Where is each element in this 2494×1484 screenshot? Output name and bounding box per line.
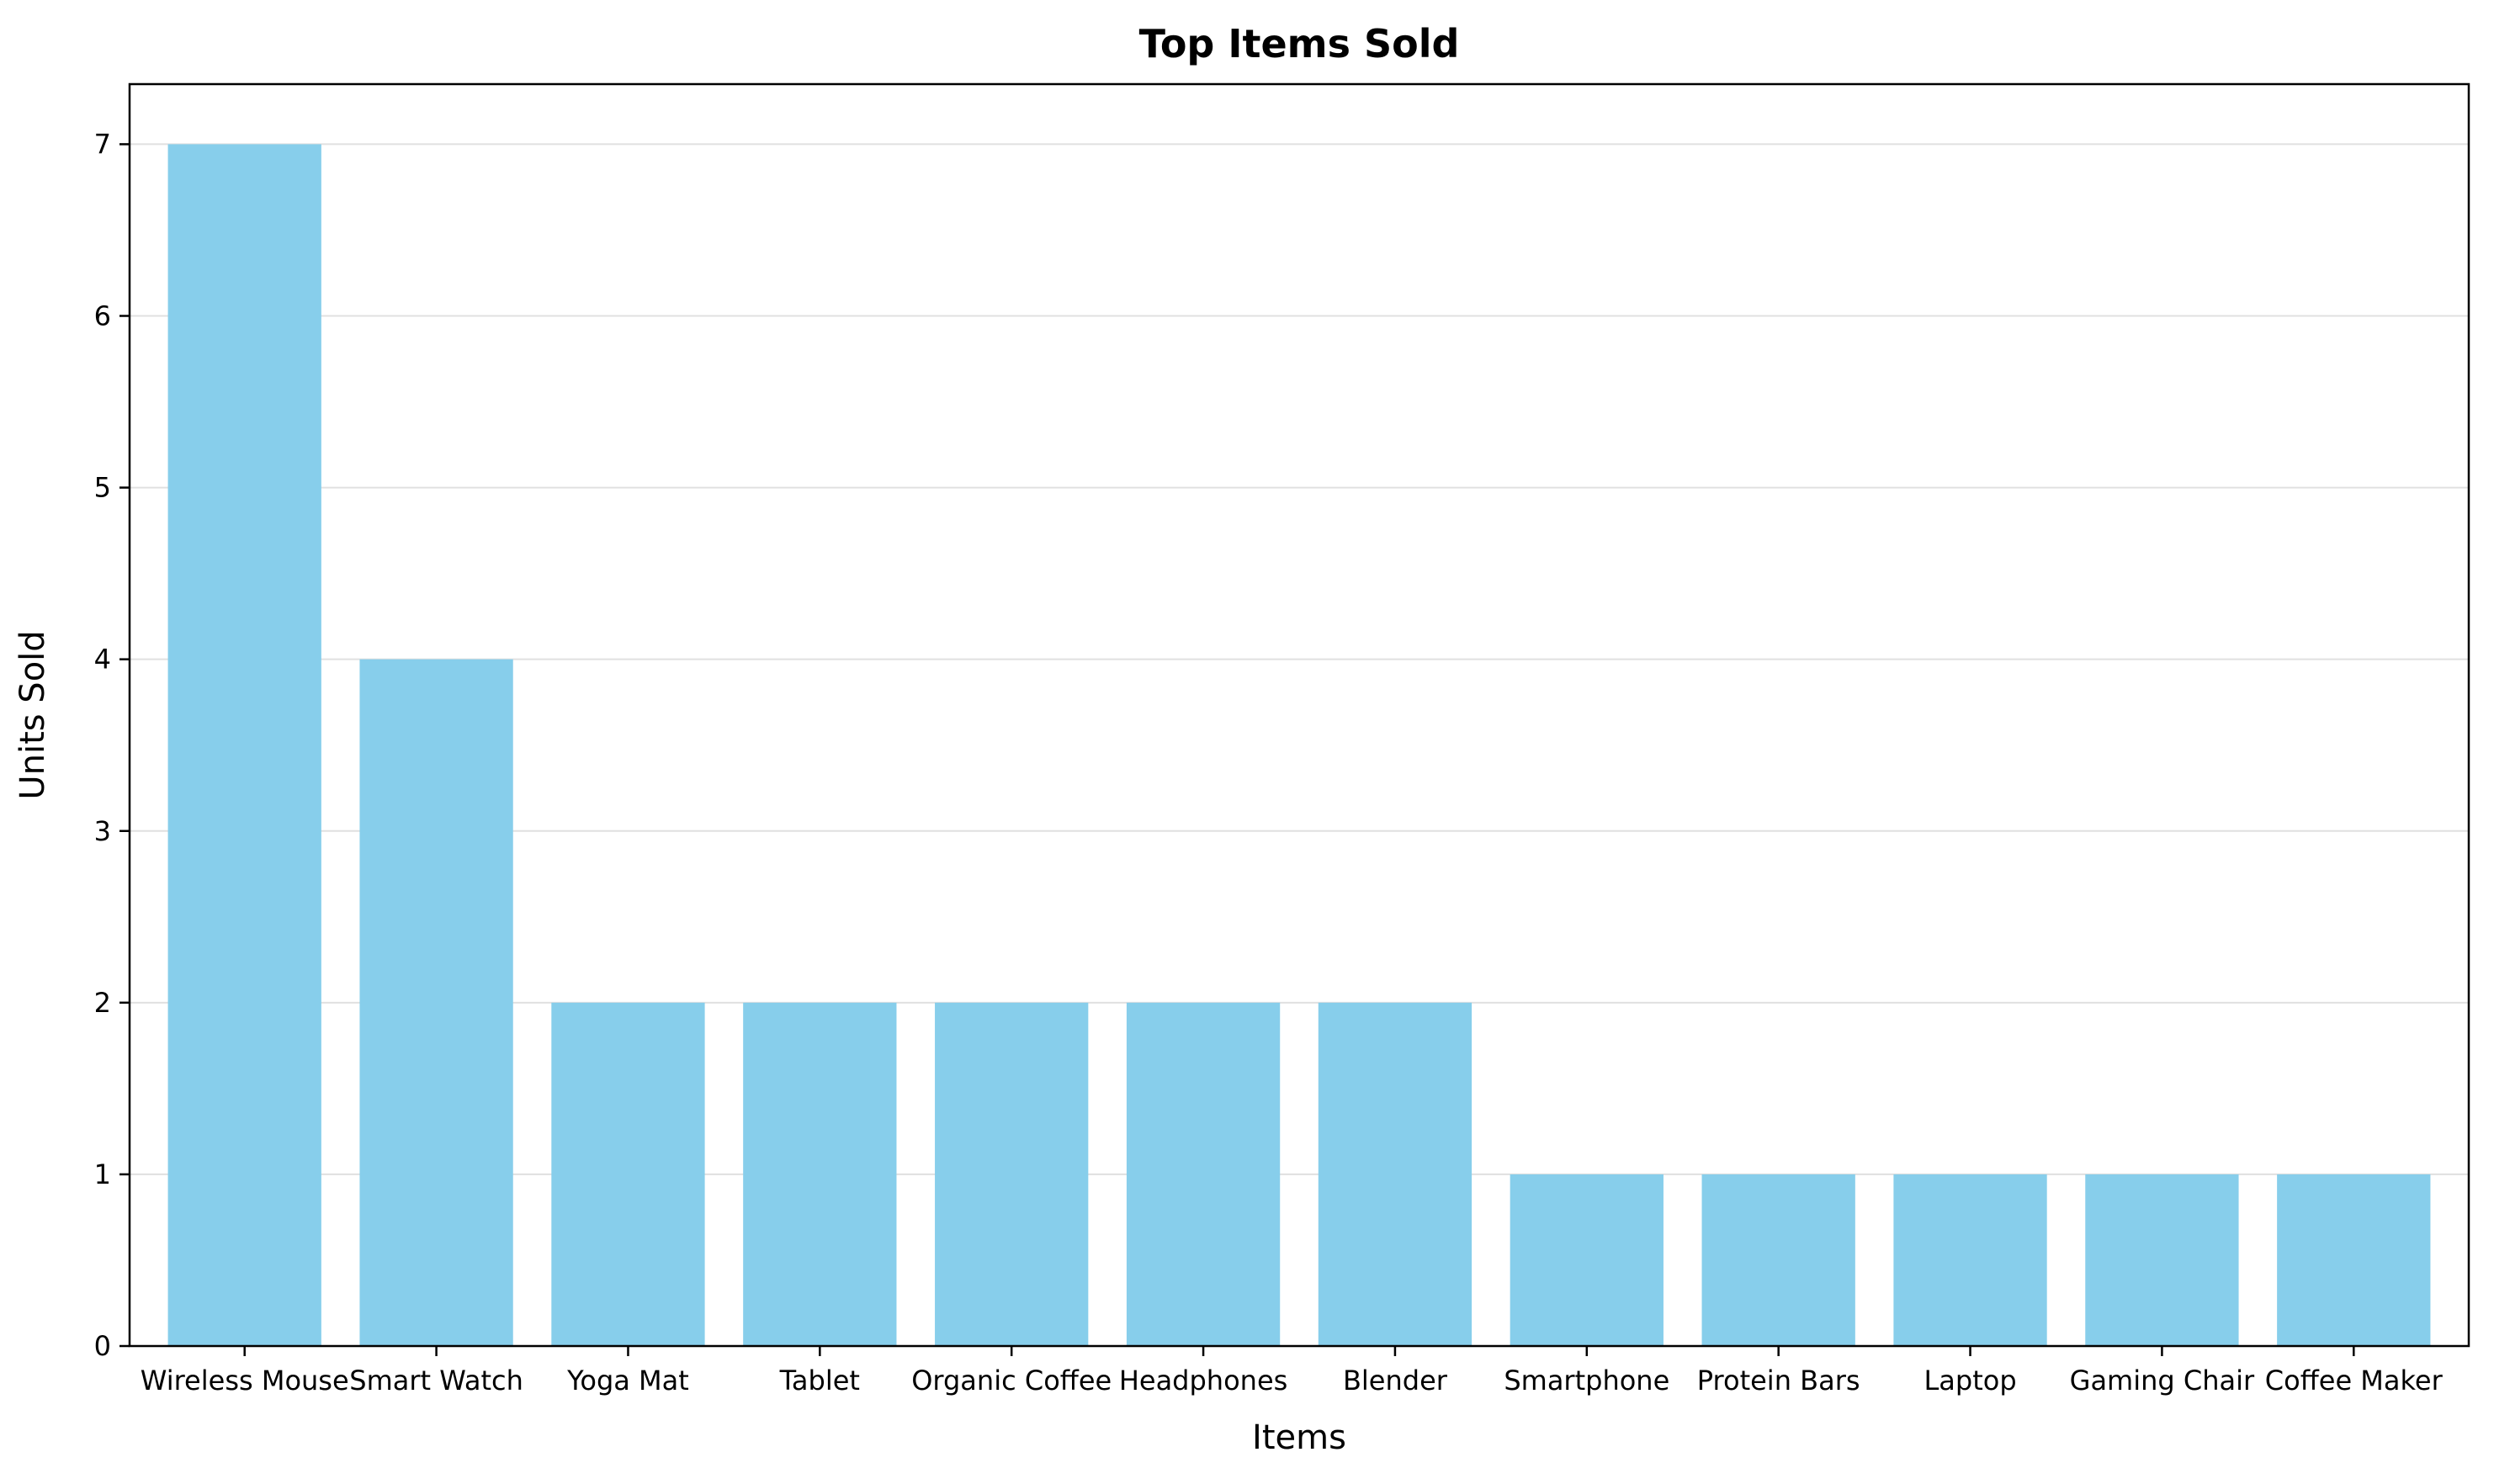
bar (1318, 1002, 1473, 1346)
y-axis-ticks: 0 1 2 3 4 5 6 7 (94, 128, 130, 1362)
bar (1126, 1002, 1281, 1346)
bars (167, 144, 2431, 1346)
y-tick-label: 3 (94, 815, 111, 847)
y-tick-label: 0 (94, 1330, 111, 1362)
bar (1510, 1174, 1664, 1346)
bar (2277, 1174, 2431, 1346)
bar (551, 1002, 705, 1346)
x-tick-label: Organic Coffee (911, 1365, 1112, 1397)
chart-title: Top Items Sold (1139, 21, 1460, 66)
bar (167, 144, 321, 1346)
bar (359, 659, 513, 1346)
y-tick-label: 7 (94, 128, 111, 160)
x-tick-label: Smartphone (1504, 1365, 1669, 1397)
x-axis-ticks: Wireless Mouse Smart Watch Yoga Mat Tablet O… (141, 1346, 2444, 1397)
x-tick-label: Blender (1343, 1365, 1448, 1397)
x-tick-label: Protein Bars (1697, 1365, 1860, 1397)
y-tick-label: 6 (94, 300, 111, 332)
bar (1701, 1174, 1855, 1346)
x-tick-label: Smart Watch (349, 1365, 523, 1397)
x-tick-label: Headphones (1119, 1365, 1287, 1397)
y-tick-label: 1 (94, 1158, 111, 1190)
bar (935, 1002, 1089, 1346)
x-tick-label: Laptop (1924, 1365, 2016, 1397)
x-tick-label: Gaming Chair (2070, 1365, 2255, 1397)
x-tick-label: Wireless Mouse (141, 1365, 349, 1397)
y-axis-title: Units Sold (13, 630, 52, 799)
x-tick-label: Yoga Mat (566, 1365, 689, 1397)
x-axis-title: Items (1252, 1418, 1346, 1457)
y-tick-label: 5 (94, 472, 111, 504)
bar (2085, 1174, 2239, 1346)
x-tick-label: Tablet (779, 1365, 860, 1397)
plot-frame (128, 82, 2470, 1348)
bar (743, 1002, 897, 1346)
x-tick-label: Coffee Maker (2265, 1365, 2444, 1397)
y-tick-label: 4 (94, 644, 111, 676)
bar (1893, 1174, 2047, 1346)
y-tick-label: 2 (94, 987, 111, 1019)
